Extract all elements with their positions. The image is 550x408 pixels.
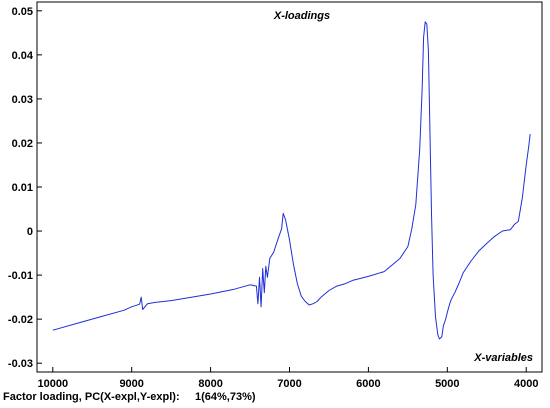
y-tick-label: 0.04: [12, 50, 34, 62]
chart-title: X-loadings: [273, 10, 330, 22]
x-axis-label: X-variables: [473, 352, 533, 364]
y-tick-label: -0.01: [8, 270, 33, 282]
y-tick-label: 0.02: [12, 138, 33, 150]
loading-line-1: [52, 21, 531, 340]
y-axis: -0.03 -0.02 -0.01 0 0.01 0.02 0.03 0.04 0.05: [8, 6, 42, 370]
x-tick-label: 7000: [277, 378, 301, 390]
y-tick-label: 0.05: [12, 6, 33, 18]
footer-value: 1(64%,73%): [195, 391, 256, 403]
x-tick-label: 9000: [119, 378, 143, 390]
loadings-chart: X-loadings X-variables -0.03 -0.02 -0.01 0 0…: [8, 1, 543, 390]
y-tick-label: 0.03: [12, 94, 33, 106]
x-tick-label: 4000: [514, 378, 538, 390]
y-tick-label: 0: [27, 226, 33, 238]
y-tick-label: -0.03: [8, 358, 33, 370]
x-axis: 10000 9000 8000 7000 6000 5000 4000: [37, 367, 538, 390]
series-layer: [52, 21, 531, 340]
x-tick-label: 8000: [198, 378, 222, 390]
plot-frame: [36, 1, 543, 373]
x-tick-label: 10000: [37, 378, 68, 390]
y-tick-label: 0.01: [12, 182, 33, 194]
footer-caption: Factor loading, PC(X-expl,Y-expl):: [3, 391, 180, 403]
x-tick-label: 6000: [356, 378, 380, 390]
x-tick-label: 5000: [435, 378, 459, 390]
y-tick-label: -0.02: [8, 314, 33, 326]
